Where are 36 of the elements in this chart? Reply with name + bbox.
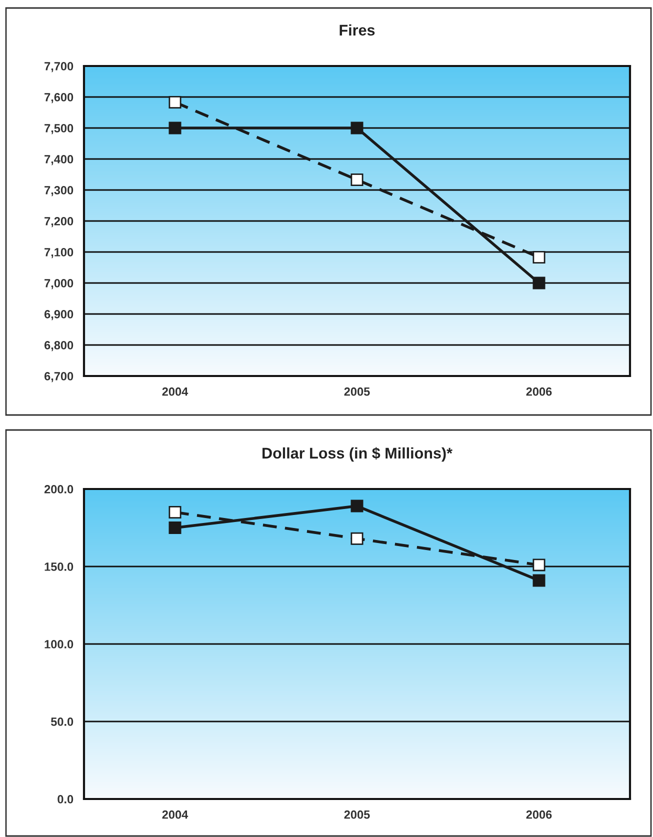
point xyxy=(168,506,182,518)
y-tick-label: 7,300 xyxy=(44,186,74,196)
y-tick-label: 7,000 xyxy=(44,279,74,290)
y-tick-label: 7,200 xyxy=(44,217,74,228)
point xyxy=(168,122,182,134)
point xyxy=(532,558,546,572)
point xyxy=(350,500,364,512)
point xyxy=(168,96,182,109)
y-tick-label: 0.0 xyxy=(58,795,74,804)
y-tick-label: 6,900 xyxy=(44,310,74,320)
point xyxy=(532,276,546,290)
y-tick-label: 7,400 xyxy=(44,155,74,166)
y-tick-label: 7,700 xyxy=(44,62,74,72)
x-tick-label: 2006 xyxy=(526,387,552,396)
x-tick-label: 2004 xyxy=(162,387,188,396)
point xyxy=(350,532,364,545)
x-tick-label: 2005 xyxy=(344,810,370,819)
chart-title: Fires xyxy=(340,24,375,36)
point xyxy=(168,522,182,534)
y-tick-label: 7,500 xyxy=(44,124,74,134)
y-tick-label: 100.0 xyxy=(44,640,74,648)
point xyxy=(350,122,364,134)
x-tick-label: 2006 xyxy=(526,810,552,819)
y-tick-label: 7,100 xyxy=(44,248,74,258)
point xyxy=(532,574,546,587)
y-tick-label: 6,700 xyxy=(44,372,74,382)
chart-title: Dollar Loss (in $ Millions)* xyxy=(262,447,452,462)
x-tick-label: 2004 xyxy=(162,810,188,819)
point xyxy=(532,251,546,264)
y-tick-label: 200.0 xyxy=(44,485,74,494)
y-tick-label: 50.0 xyxy=(50,718,74,726)
point xyxy=(350,174,364,186)
x-tick-label: 2005 xyxy=(344,387,370,396)
y-tick-label: 150.0 xyxy=(44,562,74,571)
y-tick-label: 6,800 xyxy=(44,341,74,352)
y-tick-label: 7,600 xyxy=(44,93,74,104)
